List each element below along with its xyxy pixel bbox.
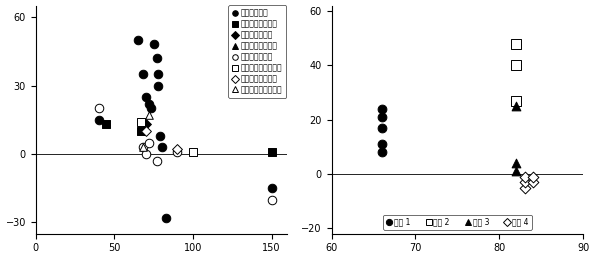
Point xyxy=(188,149,198,154)
Legend: 黒ボク土・畑, 黒ボク土・樹園地, 黒ボク土・茶園, 黒ボク土・採草地, 非黒ボク土・畑, 非黒ボク土・樹園地, 非黒ボク土・茶園, 非黒ボク土・採草地: 黒ボク土・畑, 黒ボク土・樹園地, 黒ボク土・茶園, 黒ボク土・採草地, 非黒ボ… xyxy=(228,5,286,98)
Point xyxy=(377,126,387,130)
Point xyxy=(520,175,530,179)
Point xyxy=(141,152,151,156)
Point xyxy=(156,145,166,149)
Point xyxy=(528,180,538,184)
Point xyxy=(154,72,163,76)
Point xyxy=(136,120,146,124)
Point xyxy=(133,38,143,42)
Point xyxy=(267,149,277,154)
Point xyxy=(161,216,171,220)
Point xyxy=(267,186,277,190)
Point xyxy=(154,83,163,88)
Point xyxy=(144,140,154,145)
Point xyxy=(141,95,151,99)
Point xyxy=(512,42,521,46)
Point xyxy=(520,185,530,190)
Point xyxy=(94,106,104,110)
Point xyxy=(141,129,151,133)
Point xyxy=(173,147,182,152)
Point xyxy=(528,175,538,179)
Point xyxy=(173,149,182,154)
Point xyxy=(136,129,146,133)
Point xyxy=(149,42,158,47)
Point xyxy=(146,106,155,110)
Point xyxy=(152,56,162,60)
Point xyxy=(512,161,521,165)
Point xyxy=(102,122,111,126)
Point xyxy=(512,169,521,173)
Point xyxy=(138,72,148,76)
Point xyxy=(377,107,387,111)
Point xyxy=(267,197,277,202)
Point xyxy=(377,150,387,154)
Point xyxy=(155,134,165,138)
Point xyxy=(138,145,148,149)
Point xyxy=(377,115,387,119)
Point xyxy=(144,102,154,106)
Point xyxy=(94,118,104,122)
Point xyxy=(512,99,521,103)
Point xyxy=(138,145,148,149)
Point xyxy=(377,142,387,146)
Point xyxy=(144,113,154,117)
Legend: 圈場 1, 圈場 2, 圈場 3, 圈場 4: 圈場 1, 圈場 2, 圈場 3, 圈場 4 xyxy=(383,215,531,230)
Point xyxy=(141,122,151,126)
Point xyxy=(152,159,162,163)
Point xyxy=(512,104,521,108)
Point xyxy=(512,63,521,68)
Point xyxy=(520,180,530,184)
